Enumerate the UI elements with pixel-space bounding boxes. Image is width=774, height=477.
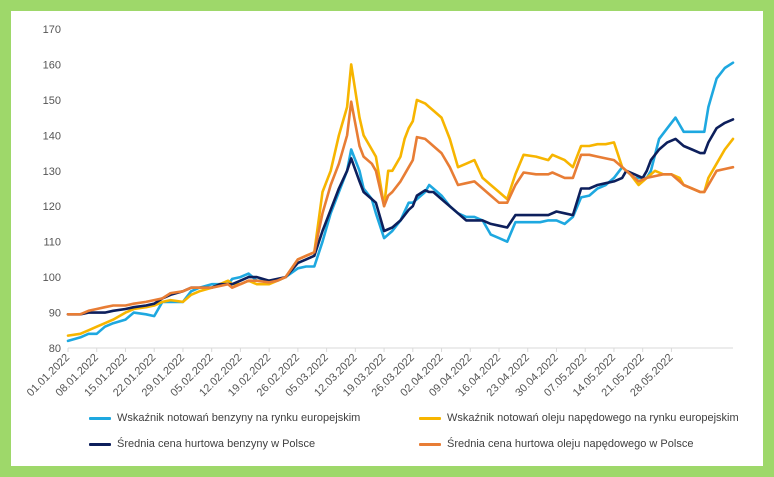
legend-label: Średnia cena hurtowa benzyny w Polsce [117,438,316,450]
chart-panel: 80 90 100 110 120 130 140 150 160 170 01.01.2022 0… [11,11,763,466]
line-chart: 80 90 100 110 120 130 140 150 160 170 01.01.20220… [25,24,735,399]
legend-swatch [89,416,111,420]
series-line-1 [66,61,735,343]
y-axis: 80 90 100 110 120 130 140 150 160 170 [43,24,61,355]
y-tick-label: 100 [43,272,61,284]
y-tick-label: 160 [43,59,61,71]
series-line-4 [66,100,735,316]
x-axis: 01.01.202208.01.202215.01.202222.01.2022… [25,347,733,399]
legend-label: Wskaźnik notowań oleju napędowego na ryn… [447,412,739,424]
y-tick-label: 130 [43,166,61,178]
y-tick-label: 120 [43,201,61,213]
legend-item: Średnia cena hurtowa benzyny w Polsce [89,438,315,450]
legend-swatch [89,442,111,446]
legend-item: Średnia cena hurtowa oleju napędowego w … [419,438,693,450]
y-tick-label: 90 [49,308,61,320]
series-lines [66,61,735,343]
y-tick-label: 80 [49,343,61,355]
legend-item: Wskaźnik notowań oleju napędowego na ryn… [419,412,739,424]
legend-swatch [419,416,441,420]
series-line-3 [66,118,735,316]
legend-swatch [419,442,441,446]
legend-label: Średnia cena hurtowa oleju napędowego w … [447,438,694,450]
legend-label: Wskaźnik notowań benzyny na rynku europe… [117,412,361,424]
y-tick-label: 110 [43,237,61,249]
y-tick-label: 170 [43,24,61,36]
y-tick-label: 150 [43,95,61,107]
legend-item: Wskaźnik notowań benzyny na rynku europe… [89,412,360,424]
y-tick-label: 140 [43,130,61,142]
